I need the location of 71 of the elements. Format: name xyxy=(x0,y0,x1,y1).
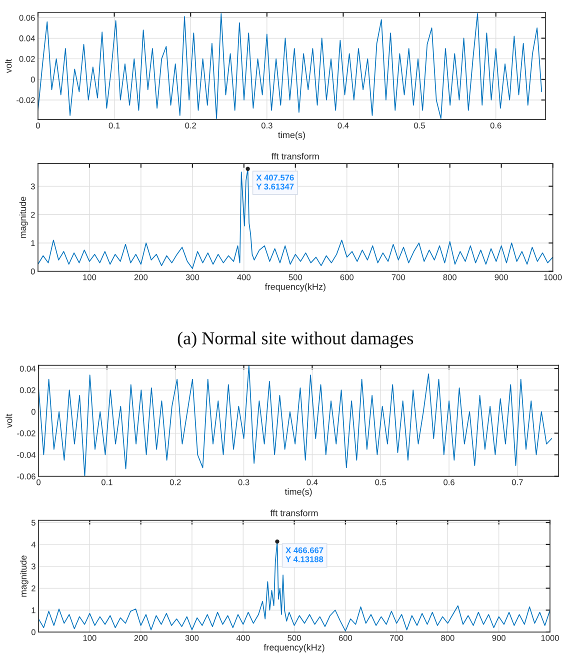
y-tick-label: 0 xyxy=(30,268,35,274)
x-tick-label: 800 xyxy=(441,635,454,641)
x-tick-label: 0.2 xyxy=(170,479,181,486)
annotation: X 466.667 Y 4.13188 xyxy=(286,547,324,562)
y-tick-label: 2 xyxy=(32,585,36,592)
y-tick-label: 5 xyxy=(31,520,36,526)
y-tick-label: 1 xyxy=(31,240,35,246)
y-axis-title: magnitude xyxy=(19,196,28,238)
x-axis-title: frequency(kHz) xyxy=(264,283,326,292)
y-tick-label: 3 xyxy=(31,564,36,570)
x-tick-label: 800 xyxy=(443,274,456,280)
x-axis-title: time(s) xyxy=(284,488,312,497)
y-tick-label: 0.02 xyxy=(20,387,36,394)
line-series xyxy=(38,13,542,119)
x-tick-label: 100 xyxy=(83,274,96,280)
x-tick-label: 300 xyxy=(185,635,199,641)
x-tick-label: 0.3 xyxy=(238,479,250,486)
y-tick-label: -0.06 xyxy=(17,474,36,480)
x-tick-label: 200 xyxy=(134,274,148,280)
annotation: X 407.576 Y 3.61347 xyxy=(256,174,294,190)
x-axis-title: time(s) xyxy=(278,132,305,140)
x-tick-label: 0.1 xyxy=(102,479,112,486)
x-axis-title: frequency(kHz) xyxy=(264,644,324,652)
y-axis-title: magnitude xyxy=(20,556,28,597)
x-tick-label: 0.5 xyxy=(414,122,425,128)
y-axis-title: volt xyxy=(6,414,12,428)
y-tick-label: 2 xyxy=(30,212,35,218)
x-tick-label: 0.6 xyxy=(444,479,454,486)
y-axis-title: volt xyxy=(5,59,12,74)
x-tick-label: 400 xyxy=(236,635,250,641)
x-tick-label: 500 xyxy=(288,274,302,280)
y-tick-label: 0 xyxy=(31,408,36,415)
x-tick-label: 300 xyxy=(186,274,200,280)
y-tick-label: -0.02 xyxy=(16,97,35,104)
y-tick-label: 0.04 xyxy=(20,366,36,372)
x-tick-label: 0.4 xyxy=(306,479,318,486)
x-tick-label: 900 xyxy=(492,635,506,641)
y-tick-label: 4 xyxy=(31,542,36,548)
y-tick-label: 0.04 xyxy=(19,35,35,42)
x-tick-label: 0.6 xyxy=(490,122,502,128)
y-tick-label: 1 xyxy=(32,607,36,614)
x-tick-label: 700 xyxy=(392,274,405,280)
chart-title: fft transform xyxy=(272,152,319,160)
x-tick-label: 0 xyxy=(36,122,40,128)
y-tick-label: 3 xyxy=(30,183,35,190)
y-tick-label: -0.04 xyxy=(17,452,36,458)
x-tick-label: 0 xyxy=(36,479,41,486)
text: (a) Normal site without damages xyxy=(178,332,414,348)
x-tick-label: 1000 xyxy=(541,635,559,641)
x-tick-label: 400 xyxy=(237,274,251,280)
x-tick-label: 0.1 xyxy=(108,122,120,128)
x-tick-label: 0.4 xyxy=(338,122,349,128)
y-tick-label: 0.02 xyxy=(19,56,35,62)
line-series xyxy=(38,365,552,476)
x-tick-label: 600 xyxy=(338,635,352,641)
y-tick-label: -0.02 xyxy=(17,430,36,436)
x-tick-label: 200 xyxy=(134,635,148,641)
y-tick-label: 0.06 xyxy=(19,14,35,21)
x-tick-label: 1000 xyxy=(544,274,562,280)
x-tick-label: 100 xyxy=(83,635,96,641)
y-tick-label: 0 xyxy=(31,629,36,636)
x-tick-label: 600 xyxy=(340,274,354,280)
x-tick-label: 700 xyxy=(390,635,404,641)
x-tick-label: 0.2 xyxy=(185,122,196,128)
y-tick-label: 0 xyxy=(30,76,35,83)
chart-title: fft transform xyxy=(270,510,318,516)
x-tick-label: 0.5 xyxy=(375,479,386,486)
x-tick-label: 900 xyxy=(494,274,508,280)
x-tick-label: 0.7 xyxy=(512,479,523,486)
x-tick-label: 0.3 xyxy=(261,122,272,128)
x-tick-label: 500 xyxy=(288,635,301,641)
